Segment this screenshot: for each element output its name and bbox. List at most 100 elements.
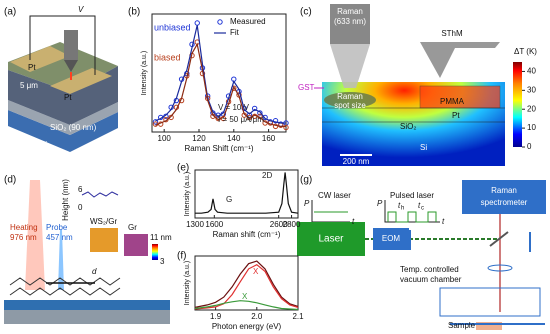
beam-label: 976 nm	[10, 233, 37, 242]
x-tick-label: 2800	[283, 220, 301, 229]
series-label: unbiased	[154, 22, 191, 32]
legend-symbol	[217, 19, 223, 25]
data-point	[246, 112, 253, 118]
panel-label: (a)	[4, 7, 16, 18]
colorbar-tick-label: 20	[527, 104, 536, 113]
layer-label: Si	[420, 143, 427, 152]
beam-label: Heating	[10, 223, 38, 232]
colorbar-label: ΔT (K)	[514, 47, 537, 56]
layer-label: PMMA	[440, 97, 465, 106]
x-tick-label: 1600	[205, 220, 223, 229]
annotation: 2D	[262, 171, 272, 180]
legend-label: Fit	[230, 28, 240, 37]
panel-label: (e)	[177, 163, 189, 174]
scale-label: 11 nm	[150, 233, 172, 242]
annotation: I = 50 μA/μm	[218, 115, 264, 124]
panel-g	[297, 180, 546, 330]
pulse-time: h	[401, 206, 404, 212]
panel-label: (d)	[4, 175, 16, 186]
axis-label: P	[304, 199, 310, 208]
series-line	[194, 263, 299, 310]
y-axis-title: Intensity (a.u.)	[141, 51, 148, 95]
spot-label: spot size	[334, 101, 366, 110]
data-point	[262, 114, 268, 121]
data-point	[194, 20, 200, 26]
panel-label: (b)	[128, 7, 140, 18]
layer-label: SiO₂ (90 nm)	[50, 123, 97, 132]
electrode-label: Pt	[64, 93, 72, 102]
x-tick-label: 2.1	[292, 312, 304, 321]
spectrometer-label: spectrometer	[481, 198, 528, 207]
pulse-time: c	[421, 206, 424, 212]
data-point	[272, 123, 279, 130]
layer-label: Pt	[452, 111, 460, 120]
probe-label: SThM	[441, 29, 463, 38]
data-point	[251, 105, 258, 112]
x-axis-title: Photon energy (eV)	[212, 322, 282, 331]
axis-label: P	[377, 199, 383, 208]
y-axis-title: Intensity (a.u.)	[184, 172, 191, 216]
sample-label: Sample	[448, 321, 476, 330]
plot-frame	[194, 255, 299, 311]
axis-label: t	[442, 217, 445, 226]
scale-label: 3	[160, 257, 165, 266]
x-tick-label: 140	[227, 134, 241, 143]
beam-label: Probe	[46, 223, 68, 232]
source-label: (633 nm)	[334, 17, 366, 26]
data-point	[283, 124, 289, 131]
colorbar-tick-label: 30	[527, 85, 536, 94]
pulse-time: t	[418, 201, 421, 210]
x-tick-label: 120	[192, 134, 206, 143]
scale-label: 200 nm	[343, 157, 370, 166]
x-tick-label: 2.0	[251, 312, 263, 321]
tick-label: 0	[78, 203, 83, 212]
series-line	[195, 172, 299, 214]
panel-a	[8, 15, 118, 152]
panel-c	[314, 4, 522, 166]
annotation: V = 10 V	[218, 103, 250, 112]
laser-label: Laser	[318, 234, 344, 245]
sample-label: WS₂/Gr	[90, 217, 117, 226]
y-axis-title: Intensity (a.u.)	[184, 261, 191, 305]
panel-label: (f)	[177, 251, 186, 262]
series-line	[155, 25, 286, 124]
layer-label: SiO₂	[400, 122, 416, 131]
series-line	[155, 42, 286, 127]
pulse-time: t	[398, 201, 401, 210]
x-tick-label: 160	[262, 134, 276, 143]
distance-label: d	[92, 267, 97, 276]
laser-mode-label: Pulsed laser	[390, 191, 434, 200]
spot-label: Raman	[337, 92, 363, 101]
x-tick-label: 1.9	[210, 312, 222, 321]
layer-label: Si	[40, 140, 47, 149]
chamber-label: Temp. controlled	[400, 265, 459, 274]
axis-label: Height (nm)	[61, 179, 70, 221]
axis-label: t	[352, 217, 355, 226]
data-point	[257, 110, 263, 116]
series-line	[194, 260, 299, 308]
colorbar-tick-label: 10	[527, 123, 536, 132]
x-tick-label: 100	[158, 134, 172, 143]
plot-frame	[151, 13, 287, 133]
series-line	[194, 300, 299, 311]
source-label: Raman	[337, 7, 363, 16]
sample-label: Gr	[128, 223, 137, 232]
colorbar-tick-label: 0	[527, 142, 532, 151]
beam-label: 457 nm	[46, 233, 73, 242]
plot-frame	[194, 169, 299, 219]
x-tick-label: 1300	[186, 220, 204, 229]
x-axis-title: Raman Shift (cm⁻¹)	[184, 144, 253, 153]
voltage-label: V	[78, 5, 84, 14]
data-point	[152, 119, 159, 125]
tick-label: 6	[78, 185, 83, 194]
spectrometer-label: Raman	[491, 186, 517, 195]
panel-label: (g)	[300, 175, 312, 186]
panel-label: (c)	[300, 7, 312, 18]
legend-label: Measured	[230, 17, 266, 26]
eom-label: EOM	[382, 234, 401, 243]
series-label: biased	[154, 52, 181, 62]
panel-d	[4, 180, 170, 324]
sample-label: GST	[298, 83, 315, 92]
annotation: X	[253, 267, 259, 276]
